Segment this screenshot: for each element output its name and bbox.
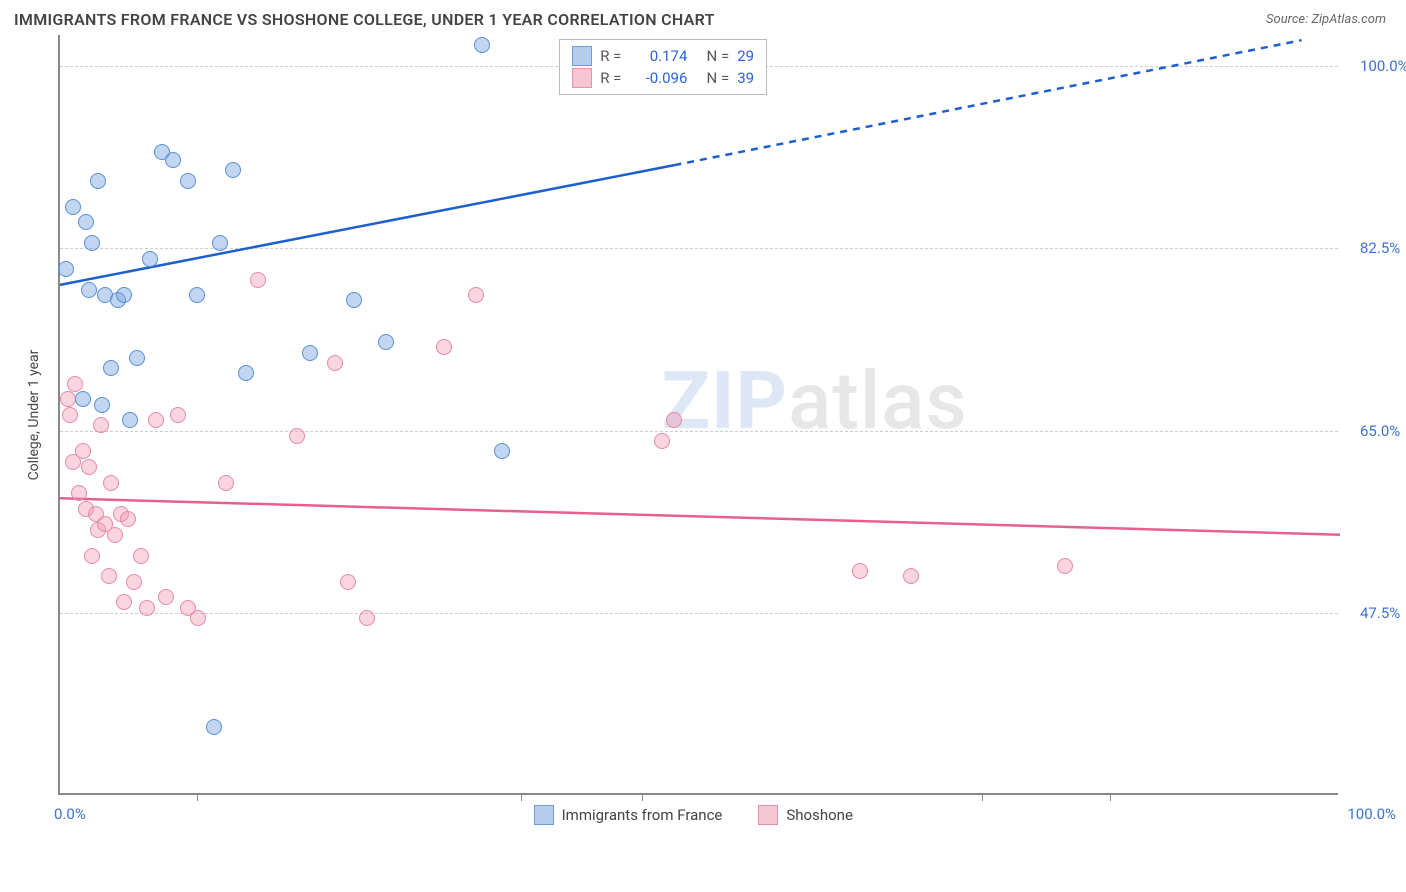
y-axis-label: College, Under 1 year [26,350,42,481]
data-point [103,360,119,376]
legend-item-blue: Immigrants from France [534,805,723,825]
data-point [852,563,868,579]
x-end-label: 100.0% [1347,805,1396,823]
data-point [436,339,452,355]
data-point [346,292,362,308]
data-point [666,412,682,428]
legend-swatch [758,805,778,825]
data-point [65,199,81,215]
data-point [122,412,138,428]
data-point [302,345,318,361]
header: IMMIGRANTS FROM FRANCE VS SHOSHONE COLLE… [0,0,1406,35]
data-point [90,173,106,189]
data-point [71,485,87,501]
data-point [62,407,78,423]
y-tick-label: 100.0% [1360,57,1406,75]
n-value: 39 [737,69,754,87]
data-point [289,428,305,444]
data-point [60,391,76,407]
r-label: R = [600,69,621,87]
data-point [165,152,181,168]
legend-label: Shoshone [786,806,853,824]
y-tick-label: 82.5% [1360,239,1400,257]
data-point [206,719,222,735]
data-point [84,548,100,564]
n-label: N = [695,69,729,87]
data-point [218,475,234,491]
data-point [190,610,206,626]
data-point [225,162,241,178]
r-value: -0.096 [629,69,687,87]
data-point [340,574,356,590]
n-value: 29 [737,47,754,65]
data-point [103,475,119,491]
data-point [170,407,186,423]
data-point [494,443,510,459]
legend-swatch [572,68,592,88]
data-point [120,511,136,527]
trend-lines [60,35,1340,795]
data-point [107,527,123,543]
legend-row: R = 0.174 N = 29 [572,46,754,66]
legend-row: R = -0.096 N = 39 [572,68,754,88]
chart-title: IMMIGRANTS FROM FRANCE VS SHOSHONE COLLE… [14,10,715,29]
source: Source: ZipAtlas.com [1266,12,1386,27]
data-point [81,459,97,475]
legend-label: Immigrants from France [562,806,723,824]
r-value: 0.174 [629,47,687,65]
source-name: ZipAtlas.com [1311,12,1386,27]
n-label: N = [695,47,729,65]
legend-swatch [572,46,592,66]
x-start-label: 0.0% [54,805,86,823]
data-point [180,173,196,189]
data-point [238,365,254,381]
data-point [116,594,132,610]
data-point [250,272,266,288]
correlation-legend: R = 0.174 N = 29 R = -0.096 N = 39 [559,39,767,95]
legend-item-pink: Shoshone [758,805,853,825]
data-point [1057,558,1073,574]
data-point [84,235,100,251]
data-point [126,574,142,590]
data-point [654,433,670,449]
data-point [58,261,74,277]
data-point [78,214,94,230]
data-point [94,397,110,413]
data-point [212,235,228,251]
chart-container: College, Under 1 year ZIPatlas 47.5%65.0… [14,35,1392,865]
legend-swatch [534,805,554,825]
data-point [75,391,91,407]
plot-area: ZIPatlas 47.5%65.0%82.5%100.0%0.0%100.0%… [58,35,1338,795]
data-point [189,287,205,303]
data-point [142,251,158,267]
y-tick-label: 47.5% [1360,604,1400,622]
data-point [75,443,91,459]
data-point [474,37,490,53]
data-point [378,334,394,350]
data-point [327,355,343,371]
data-point [116,287,132,303]
data-point [148,412,164,428]
y-tick-label: 65.0% [1360,422,1400,440]
data-point [101,568,117,584]
data-point [903,568,919,584]
data-point [67,376,83,392]
source-label: Source: [1266,12,1311,27]
data-point [139,600,155,616]
data-point [129,350,145,366]
data-point [93,417,109,433]
data-point [468,287,484,303]
data-point [158,589,174,605]
series-legend: Immigrants from France Shoshone [534,805,853,825]
data-point [133,548,149,564]
r-label: R = [600,47,621,65]
data-point [81,282,97,298]
data-point [359,610,375,626]
